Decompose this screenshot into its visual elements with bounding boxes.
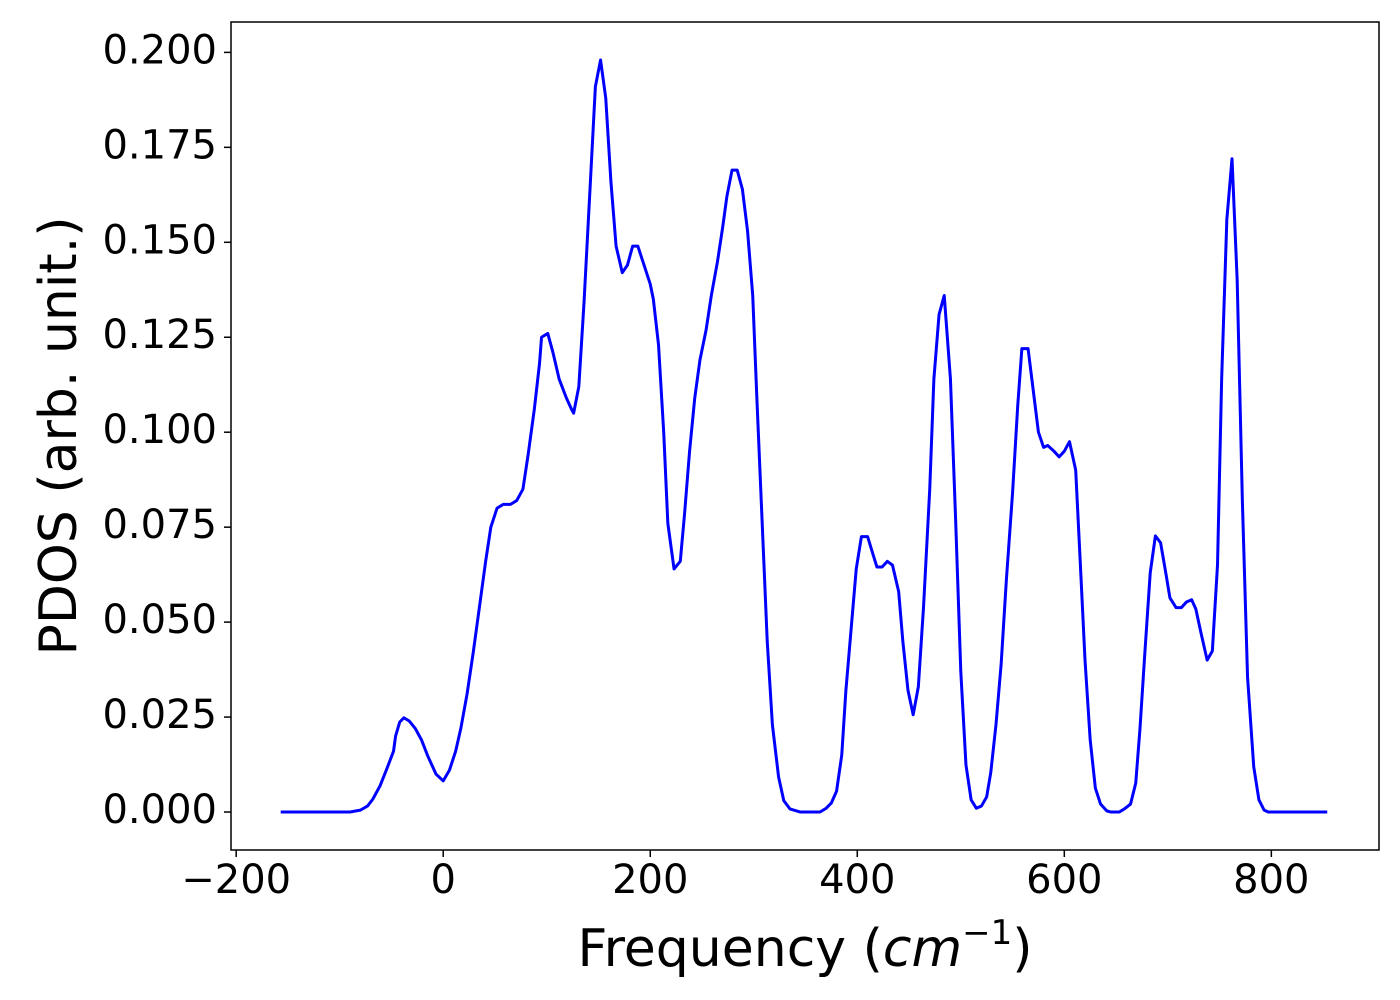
data-line xyxy=(280,58,1328,814)
y-tick-label: 0.125 xyxy=(102,312,217,358)
x-tick-label: 0 xyxy=(430,857,455,903)
plot-frame xyxy=(230,21,1380,851)
y-tick-label: 0.000 xyxy=(102,787,217,833)
y-tick-label: 0.025 xyxy=(102,692,217,738)
y-axis-label: PDOS (arb. unit.) xyxy=(29,216,89,655)
y-tick-label: 0.175 xyxy=(102,122,217,168)
x-label-text: Frequency ( xyxy=(577,919,882,979)
x-label-exponent: −1 xyxy=(962,913,1012,953)
y-tick-label: 0.075 xyxy=(102,502,217,548)
x-tick-label: 600 xyxy=(1026,857,1102,903)
y-tick-label: 0.200 xyxy=(102,27,217,73)
x-axis-label: Frequency (cm−1) xyxy=(577,913,1032,979)
x-tick-label: 200 xyxy=(612,857,688,903)
x-tick-label: −200 xyxy=(181,857,291,903)
x-label-unit: cm xyxy=(883,919,962,979)
y-tick-label: 0.050 xyxy=(102,597,217,643)
x-label-close: ) xyxy=(1012,919,1032,979)
x-tick-label: 400 xyxy=(819,857,895,903)
y-tick-label: 0.100 xyxy=(102,407,217,453)
y-tick-label: 0.150 xyxy=(102,217,217,263)
x-tick-label: 800 xyxy=(1233,857,1309,903)
